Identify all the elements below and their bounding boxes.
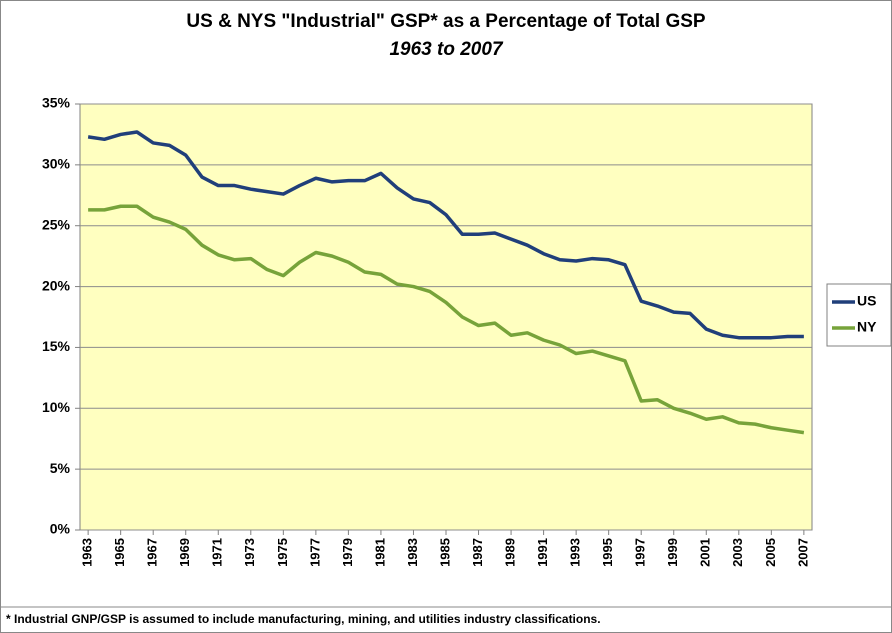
x-tick-label: 1995 (600, 538, 615, 567)
x-tick-label: 1981 (372, 538, 387, 567)
y-tick-label: 30% (42, 156, 71, 172)
data-line (88, 204, 805, 435)
data-line (87, 130, 804, 340)
x-tick-label: 1965 (112, 538, 127, 567)
x-tick-label: 1969 (177, 538, 192, 567)
chart-subtitle: 1963 to 2007 (389, 39, 503, 60)
x-tick-label: 1977 (307, 538, 322, 567)
x-tick-label: 1999 (665, 538, 680, 567)
x-tick-label: 2003 (730, 538, 745, 567)
x-tick-label: 1967 (145, 538, 160, 567)
x-tick-label: 1963 (80, 538, 95, 567)
x-tick-label: 1975 (275, 538, 290, 567)
x-tick-label: 1979 (340, 538, 355, 567)
y-tick-label: 5% (50, 460, 71, 476)
y-tick-label: 15% (42, 338, 71, 354)
y-tick-label: 0% (50, 521, 71, 537)
footnote: * Industrial GNP/GSP is assumed to inclu… (6, 612, 601, 626)
x-tick-label: 2005 (763, 538, 778, 567)
x-tick-label: 1991 (535, 538, 550, 567)
x-tick-label: 2001 (698, 538, 713, 567)
x-tick-label: 1987 (470, 538, 485, 567)
y-tick-label: 25% (42, 216, 71, 232)
x-tick-label: 1993 (568, 538, 583, 567)
x-tick-label: 2007 (795, 538, 810, 567)
y-tick-label: 20% (42, 277, 71, 293)
x-tick-label: 1997 (633, 538, 648, 567)
x-tick-label: 1971 (210, 538, 225, 567)
legend-label: NY (857, 319, 877, 335)
legend (826, 283, 892, 347)
y-tick-label: 10% (42, 399, 71, 415)
x-tick-label: 1985 (437, 538, 452, 567)
x-tick-label: 1973 (242, 538, 257, 567)
chart-title: US & NYS "Industrial" GSP* as a Percenta… (186, 11, 706, 32)
y-tick-label: 35% (42, 95, 71, 111)
x-tick-label: 1983 (405, 538, 420, 567)
x-tick-label: 1989 (503, 538, 518, 567)
legend-label: US (857, 293, 876, 309)
plot-area (79, 103, 813, 531)
